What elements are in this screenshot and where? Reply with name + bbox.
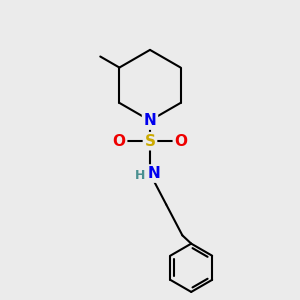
Text: H: H [134, 169, 145, 182]
Text: N: N [148, 166, 161, 181]
Text: N: N [144, 113, 156, 128]
Text: O: O [174, 134, 188, 149]
Text: S: S [145, 134, 155, 149]
Text: O: O [112, 134, 126, 149]
